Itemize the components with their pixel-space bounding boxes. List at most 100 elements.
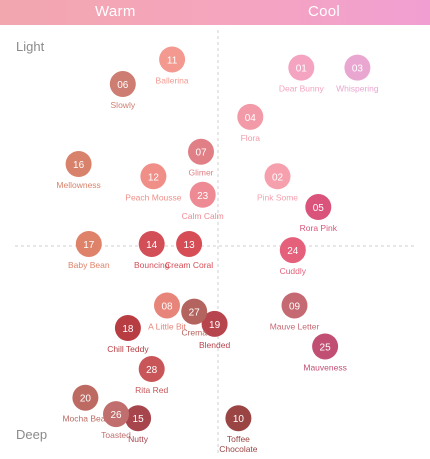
shade-swatch bbox=[154, 292, 180, 319]
shade-name: A Little Bit bbox=[148, 321, 186, 331]
shade-number: 19 bbox=[209, 320, 221, 331]
shade-name: Pink Some bbox=[257, 192, 298, 202]
shade-number: 10 bbox=[233, 414, 245, 425]
shade-swatch bbox=[237, 103, 264, 130]
shade-point-02: 02 Pink Some bbox=[257, 163, 298, 202]
shade-point-15: 15 Nutty bbox=[125, 405, 152, 444]
shade-point-24: 24 Cuddly bbox=[280, 237, 307, 276]
shade-point-18: 18 Chill Teddy bbox=[107, 315, 149, 354]
shade-name: Calm Calm bbox=[182, 211, 224, 221]
shade-swatch bbox=[138, 230, 165, 257]
shade-point-07: 07 Glimer bbox=[188, 138, 214, 178]
shade-number: 23 bbox=[197, 191, 209, 202]
shade-number: 09 bbox=[289, 301, 301, 312]
shade-swatch bbox=[264, 163, 291, 190]
shade-point-08: 08 A Little Bit bbox=[148, 292, 187, 331]
shade-number: 08 bbox=[161, 301, 173, 312]
shade-swatch bbox=[65, 151, 92, 177]
shade-point-14: 14 Bouncing bbox=[134, 230, 170, 270]
shade-number: 04 bbox=[245, 113, 257, 124]
shade-number: 13 bbox=[184, 240, 196, 251]
shade-number: 02 bbox=[272, 172, 284, 183]
shade-number: 25 bbox=[320, 342, 332, 353]
shade-point-12: 12 Peach Mousse bbox=[125, 163, 182, 202]
shade-swatch bbox=[159, 46, 186, 73]
shade-name: Rita Red bbox=[135, 385, 168, 395]
shade-name: Toffee Chocolate bbox=[219, 434, 258, 454]
shade-swatch bbox=[344, 54, 371, 81]
shade-name: Whispering bbox=[336, 84, 379, 94]
shade-point-10: 10 Toffee Chocolate bbox=[219, 405, 258, 454]
shade-point-26: 26 Toasted bbox=[101, 401, 131, 440]
shade-swatch bbox=[72, 384, 99, 411]
warm-label: Warm bbox=[95, 3, 136, 20]
shade-number: 24 bbox=[287, 246, 299, 257]
shade-point-01: 01 Dear Bunny bbox=[279, 54, 325, 94]
shade-number: 05 bbox=[313, 203, 325, 214]
shade-name: Crema bbox=[181, 328, 207, 338]
shade-swatch bbox=[281, 292, 308, 319]
shade-point-19: 19 Blended bbox=[199, 310, 230, 350]
shade-point-09: 09 Mauve Letter bbox=[270, 292, 320, 331]
shade-swatch bbox=[176, 230, 203, 257]
shade-number: 11 bbox=[167, 55, 178, 66]
shade-name: Baby Bean bbox=[68, 260, 110, 270]
shade-number: 26 bbox=[110, 410, 122, 421]
shade-name: Rora Pink bbox=[300, 223, 338, 233]
shade-swatch bbox=[103, 401, 129, 428]
shade-number: 15 bbox=[133, 414, 145, 425]
shade-number: 03 bbox=[352, 64, 364, 75]
shade-point-27: 27 Crema bbox=[181, 298, 208, 338]
shade-swatch bbox=[279, 237, 306, 264]
shade-name: Slowly bbox=[111, 100, 136, 110]
shade-point-16: 16 Mellowness bbox=[56, 151, 101, 190]
deep-axis-label: Deep bbox=[16, 427, 48, 442]
shade-swatch bbox=[189, 181, 216, 208]
shade-swatch bbox=[125, 405, 152, 432]
shade-swatch bbox=[225, 405, 252, 432]
shade-name: Dear Bunny bbox=[279, 84, 325, 94]
shade-name: Mocha Bear bbox=[62, 414, 108, 424]
shade-swatch bbox=[312, 333, 339, 360]
shade-swatch bbox=[305, 194, 332, 221]
shade-name: Glimer bbox=[188, 168, 213, 178]
shade-point-23: 23 Calm Calm bbox=[182, 181, 224, 221]
shade-name: Ballerina bbox=[156, 75, 189, 85]
shade-name: Cuddly bbox=[280, 266, 307, 276]
shade-swatch bbox=[288, 54, 315, 81]
shade-name: Blended bbox=[199, 340, 230, 350]
shade-swatch bbox=[201, 310, 228, 337]
shade-swatch bbox=[181, 298, 208, 325]
shade-number: 16 bbox=[73, 160, 85, 171]
shade-swatch bbox=[109, 71, 136, 98]
shade-number: 18 bbox=[122, 324, 134, 335]
light-axis-label: Light bbox=[16, 39, 45, 54]
shade-name: Bouncing bbox=[134, 260, 170, 270]
shade-number: 20 bbox=[80, 394, 92, 405]
shade-point-13: 13 Cream Coral bbox=[165, 230, 213, 270]
shade-point-06: 06 Slowly bbox=[109, 71, 136, 110]
shade-name: Flora bbox=[241, 133, 261, 143]
shade-swatch bbox=[75, 230, 102, 257]
shade-swatch bbox=[138, 356, 165, 382]
shade-swatch bbox=[188, 138, 214, 165]
shade-number: 12 bbox=[148, 172, 160, 183]
shade-name: Cream Coral bbox=[165, 260, 213, 270]
shade-name: Chill Teddy bbox=[107, 344, 149, 354]
shade-point-25: 25 Mauveness bbox=[303, 333, 347, 372]
shade-number: 06 bbox=[117, 80, 129, 91]
tone-header-bar: Warm Cool bbox=[0, 0, 430, 25]
shade-point-20: 20 Mocha Bear bbox=[62, 384, 108, 424]
shade-number: 27 bbox=[189, 308, 201, 319]
shade-name: Toasted bbox=[101, 430, 131, 440]
shade-point-11: 11 Ballerina bbox=[156, 46, 189, 85]
shade-point-28: 28 Rita Red bbox=[135, 356, 169, 395]
shade-swatch bbox=[140, 163, 167, 190]
shade-point-17: 17 Baby Bean bbox=[68, 230, 110, 270]
shade-name: Mauveness bbox=[303, 362, 346, 372]
shade-name: Mellowness bbox=[56, 180, 100, 190]
shade-point-05: 05 Rora Pink bbox=[300, 194, 338, 233]
shade-number: 01 bbox=[296, 64, 308, 75]
shade-name: Mauve Letter bbox=[270, 321, 320, 331]
shade-number: 14 bbox=[146, 240, 158, 251]
